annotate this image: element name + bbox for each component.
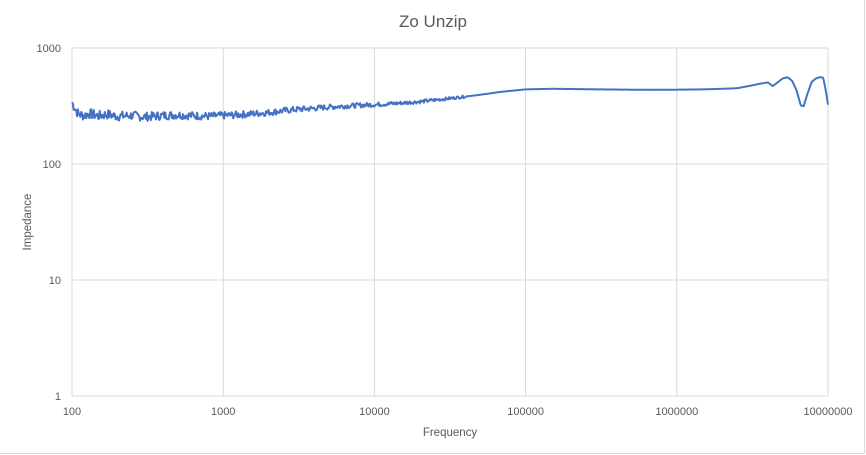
series-layer xyxy=(71,76,829,123)
y-axis-ticks: 1 10 100 1000 xyxy=(37,43,61,403)
x-axis-ticks: 100 1000 10000 100000 1000000 10000000 xyxy=(63,406,853,418)
chart-title: Zo Unzip xyxy=(399,12,467,31)
grid-lines xyxy=(71,47,829,397)
y-tick-label: 1 xyxy=(55,391,61,403)
x-tick-label: 10000 xyxy=(359,406,390,418)
x-tick-label: 1000 xyxy=(211,406,235,418)
x-tick-label: 1000000 xyxy=(655,406,698,418)
x-tick-label: 100 xyxy=(63,406,81,418)
impedance-series-line xyxy=(71,76,829,123)
y-tick-label: 1000 xyxy=(37,43,61,55)
y-tick-label: 10 xyxy=(49,275,61,287)
x-axis-title: Frequency xyxy=(423,427,478,439)
y-tick-label: 100 xyxy=(43,159,61,171)
y-axis-title: Impedance xyxy=(22,194,34,251)
x-tick-label: 100000 xyxy=(507,406,544,418)
x-tick-label: 10000000 xyxy=(804,406,853,418)
